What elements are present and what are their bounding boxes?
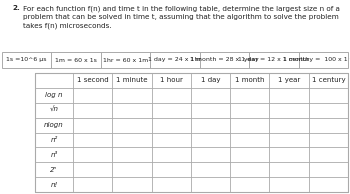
Text: 1 month = 28 x 1 day: 1 month = 28 x 1 day <box>190 57 259 62</box>
Text: 1hr = 60 x 1m: 1hr = 60 x 1m <box>103 57 148 62</box>
Text: 1 second: 1 second <box>77 77 108 83</box>
Bar <box>35 73 348 192</box>
Text: log n: log n <box>45 92 63 98</box>
Text: 2ⁿ: 2ⁿ <box>50 167 58 173</box>
Bar <box>2 52 348 68</box>
Text: 1s =10^6 μs: 1s =10^6 μs <box>6 57 47 62</box>
Text: 1 century: 1 century <box>312 77 345 83</box>
Text: For each function f(n) and time t in the following table, determine the largest : For each function f(n) and time t in the… <box>23 5 340 29</box>
Text: 1 month: 1 month <box>235 77 265 83</box>
Text: 1 year: 1 year <box>278 77 300 83</box>
Text: 1 hour: 1 hour <box>160 77 183 83</box>
Text: 1 year = 12 x 1 month: 1 year = 12 x 1 month <box>238 57 309 62</box>
Text: 1 century =  100 x 1 year: 1 century = 100 x 1 year <box>283 57 350 62</box>
Text: 1 day: 1 day <box>201 77 220 83</box>
Text: n³: n³ <box>50 152 58 158</box>
Text: nlogn: nlogn <box>44 122 64 128</box>
Text: 2.: 2. <box>12 5 20 11</box>
Text: 1m = 60 x 1s: 1m = 60 x 1s <box>55 57 97 62</box>
Text: 1 minute: 1 minute <box>116 77 148 83</box>
Text: n²: n² <box>50 137 58 143</box>
Text: √n: √n <box>49 107 58 113</box>
Text: 1 day = 24 x 1hr: 1 day = 24 x 1hr <box>148 57 202 62</box>
Text: n!: n! <box>50 182 58 188</box>
